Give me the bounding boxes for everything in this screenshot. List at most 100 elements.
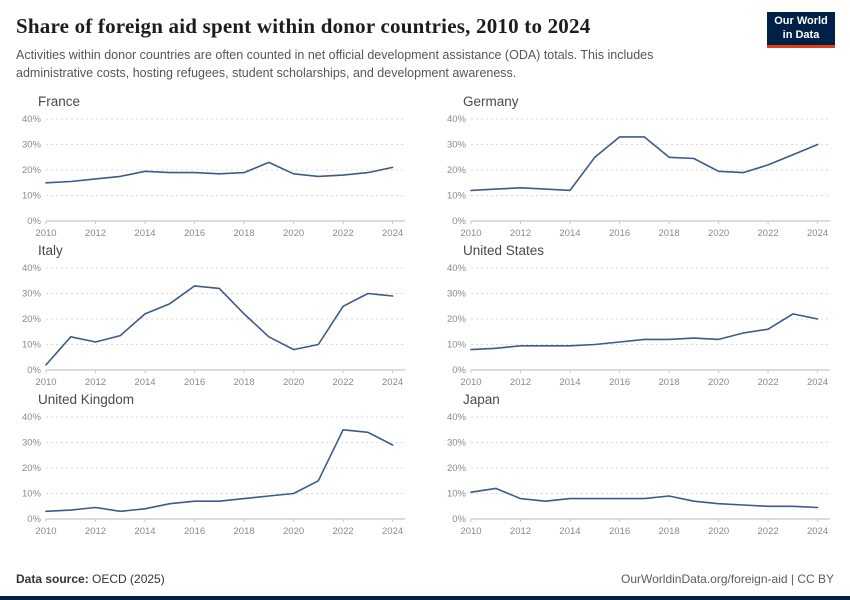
data-source-value: OECD (2025): [88, 572, 165, 586]
svg-text:2020: 2020: [708, 377, 729, 388]
svg-text:2016: 2016: [609, 526, 630, 537]
chart-panel-italy: Italy 0% 10% 20% 30% 40% 2010 2012 2014 2016 2018…: [14, 243, 411, 390]
line-chart-united-kingdom: 0% 10% 20% 30% 40% 2010 2012 2014 2016 2018 2020 20…: [22, 412, 405, 537]
page-title: Share of foreign aid spent within donor …: [16, 14, 591, 38]
svg-text:2018: 2018: [234, 377, 255, 388]
svg-text:0%: 0%: [452, 365, 466, 376]
svg-text:2022: 2022: [333, 526, 354, 537]
svg-text:2020: 2020: [708, 526, 729, 537]
svg-text:2018: 2018: [659, 526, 680, 537]
svg-text:2020: 2020: [283, 526, 304, 537]
svg-text:30%: 30%: [447, 289, 467, 300]
svg-text:2012: 2012: [85, 377, 106, 388]
svg-text:30%: 30%: [447, 140, 467, 151]
svg-text:40%: 40%: [447, 412, 467, 423]
svg-text:2016: 2016: [609, 228, 630, 239]
svg-text:30%: 30%: [447, 438, 467, 449]
svg-text:2010: 2010: [460, 526, 481, 537]
svg-text:2016: 2016: [184, 377, 205, 388]
chart-panel-united-kingdom: United Kingdom 0% 10% 20% 30% 40% 2010 2012 201…: [14, 392, 411, 539]
citation-link[interactable]: OurWorldinData.org/foreign-aid | CC BY: [621, 572, 834, 586]
chart-title: Italy: [38, 243, 63, 259]
chart-panel-france: France 0% 10% 20% 30% 40% 2010 2012 2014 2016 201…: [14, 94, 411, 241]
svg-text:2024: 2024: [807, 228, 828, 239]
svg-text:2014: 2014: [134, 377, 155, 388]
svg-text:2022: 2022: [758, 377, 779, 388]
chart-title: Japan: [463, 392, 500, 408]
chart-title: United States: [463, 243, 545, 259]
chart-panel-united-states: United States 0% 10% 20% 30% 40% 2010 2012 2014…: [439, 243, 836, 390]
svg-text:2010: 2010: [460, 377, 481, 388]
svg-text:2020: 2020: [283, 377, 304, 388]
svg-text:0%: 0%: [452, 514, 466, 525]
svg-text:20%: 20%: [447, 463, 467, 474]
svg-text:0%: 0%: [452, 216, 466, 227]
line-chart-united-states: 0% 10% 20% 30% 40% 2010 2012 2014 2016 2018 2020 20…: [447, 263, 830, 388]
svg-text:2022: 2022: [758, 526, 779, 537]
svg-text:2012: 2012: [510, 526, 531, 537]
svg-text:2010: 2010: [35, 526, 56, 537]
line-chart-italy: 0% 10% 20% 30% 40% 2010 2012 2014 2016 2018 2020 20…: [22, 263, 405, 388]
svg-text:2022: 2022: [333, 377, 354, 388]
svg-text:0%: 0%: [27, 365, 41, 376]
svg-text:10%: 10%: [447, 191, 467, 202]
line-chart-france: 0% 10% 20% 30% 40% 2010 2012 2014 2016 2018 2020 20…: [22, 114, 405, 239]
svg-text:2012: 2012: [85, 526, 106, 537]
svg-text:2018: 2018: [234, 228, 255, 239]
owid-logo-line1: Our World: [774, 14, 828, 27]
svg-text:2024: 2024: [807, 377, 828, 388]
svg-text:2024: 2024: [382, 377, 403, 388]
svg-text:2018: 2018: [659, 228, 680, 239]
svg-text:0%: 0%: [27, 514, 41, 525]
svg-text:40%: 40%: [22, 412, 42, 423]
data-source-label: Data source:: [16, 572, 89, 586]
svg-text:10%: 10%: [22, 191, 42, 202]
svg-text:2020: 2020: [708, 228, 729, 239]
svg-text:2016: 2016: [184, 228, 205, 239]
svg-text:20%: 20%: [447, 314, 467, 325]
svg-text:20%: 20%: [22, 463, 42, 474]
chart-panel-germany: Germany 0% 10% 20% 30% 40% 2010 2012 2014 2016 20…: [439, 94, 836, 241]
svg-text:2014: 2014: [559, 526, 580, 537]
chart-title: Germany: [463, 94, 519, 110]
header: Share of foreign aid spent within donor …: [0, 0, 850, 86]
svg-text:2024: 2024: [382, 526, 403, 537]
svg-text:2010: 2010: [35, 228, 56, 239]
chart-title: United Kingdom: [38, 392, 135, 408]
svg-text:2020: 2020: [283, 228, 304, 239]
line-chart-germany: 0% 10% 20% 30% 40% 2010 2012 2014 2016 2018 2020 20…: [447, 114, 830, 239]
chart-panel-japan: Japan 0% 10% 20% 30% 40% 2010 2012 2014 2016 2018…: [439, 392, 836, 539]
svg-text:40%: 40%: [447, 114, 467, 125]
bottom-accent-bar: [0, 596, 850, 600]
svg-text:10%: 10%: [447, 340, 467, 351]
svg-text:2014: 2014: [559, 377, 580, 388]
svg-text:20%: 20%: [22, 165, 42, 176]
owid-logo[interactable]: Our World in Data: [767, 12, 835, 48]
svg-text:30%: 30%: [22, 140, 42, 151]
svg-text:2014: 2014: [559, 228, 580, 239]
svg-text:2014: 2014: [134, 526, 155, 537]
svg-text:2012: 2012: [85, 228, 106, 239]
svg-text:2022: 2022: [758, 228, 779, 239]
svg-text:10%: 10%: [22, 489, 42, 500]
svg-text:10%: 10%: [22, 340, 42, 351]
svg-text:20%: 20%: [22, 314, 42, 325]
svg-text:2010: 2010: [460, 228, 481, 239]
charts-grid: France 0% 10% 20% 30% 40% 2010 2012 2014 2016 201…: [0, 86, 850, 539]
svg-text:40%: 40%: [22, 263, 42, 274]
svg-text:2012: 2012: [510, 228, 531, 239]
line-chart-japan: 0% 10% 20% 30% 40% 2010 2012 2014 2016 2018 2020 20…: [447, 412, 830, 537]
svg-text:40%: 40%: [447, 263, 467, 274]
svg-text:2010: 2010: [35, 377, 56, 388]
svg-text:20%: 20%: [447, 165, 467, 176]
owid-logo-line2: in Data: [782, 28, 820, 41]
svg-text:10%: 10%: [447, 489, 467, 500]
svg-text:40%: 40%: [22, 114, 42, 125]
svg-text:2016: 2016: [609, 377, 630, 388]
svg-text:2018: 2018: [234, 526, 255, 537]
svg-text:30%: 30%: [22, 438, 42, 449]
svg-text:2024: 2024: [807, 526, 828, 537]
svg-text:0%: 0%: [27, 216, 41, 227]
svg-text:2022: 2022: [333, 228, 354, 239]
svg-text:2016: 2016: [184, 526, 205, 537]
